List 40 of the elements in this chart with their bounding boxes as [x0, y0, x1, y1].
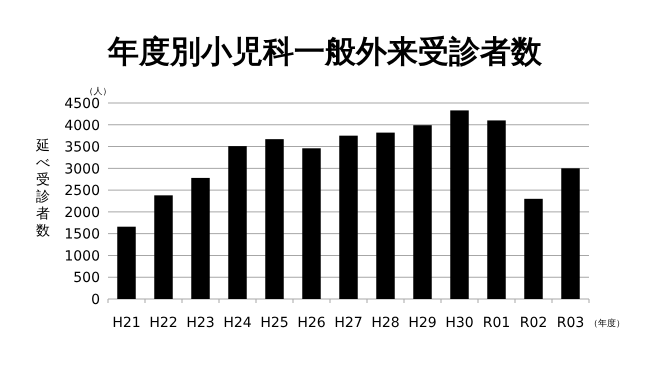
x-tick-label: H22: [149, 315, 178, 331]
bar: [191, 178, 210, 299]
bar: [302, 148, 321, 299]
x-tick-label: H29: [408, 315, 437, 331]
bar: [265, 139, 284, 299]
x-tick-label: R02: [520, 315, 548, 331]
bar: [339, 136, 358, 299]
bar: [524, 198, 543, 299]
y-tick-label: 3500: [64, 140, 100, 156]
y-tick-label: 1000: [64, 248, 100, 264]
x-tick-label: R01: [482, 315, 510, 331]
bar: [561, 168, 580, 299]
x-tick-label: H27: [334, 315, 363, 331]
x-tick-label: H21: [112, 315, 141, 331]
y-tick-label: 1500: [64, 226, 100, 243]
x-tick-label: R03: [556, 315, 584, 331]
y-axis-title: 延べ受診者数: [35, 138, 50, 239]
bar: [154, 195, 173, 299]
y-tick-label: 4500: [64, 96, 100, 112]
bar: [487, 120, 506, 299]
bar: [228, 146, 247, 299]
chart-title: 年度別小児科一般外来受診者数: [107, 34, 543, 70]
text: （年度）: [589, 318, 625, 329]
bar: [117, 226, 136, 299]
text: （人）: [84, 86, 112, 97]
y-tick-label: 4000: [64, 118, 100, 134]
bar: [413, 125, 432, 299]
y-tick-label: 2500: [64, 183, 100, 200]
y-tick-label: 3000: [64, 161, 100, 178]
y-tick-label: 500: [73, 270, 100, 286]
bar: [450, 110, 469, 299]
x-tick-label: H24: [223, 315, 252, 331]
y-tick-label: 0: [91, 292, 100, 308]
x-tick-label: H28: [371, 315, 400, 331]
x-tick-label: H25: [260, 315, 289, 331]
y-tick-label: 2000: [64, 204, 100, 221]
x-tick-label: H26: [297, 315, 326, 331]
x-tick-label: H23: [186, 315, 215, 331]
x-tick-label: H30: [445, 315, 474, 331]
bar: [376, 132, 395, 299]
